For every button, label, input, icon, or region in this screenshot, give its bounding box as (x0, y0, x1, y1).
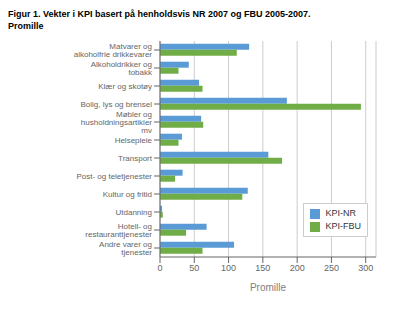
html-text:KPI-FBU: KPI-FBU (325, 221, 361, 231)
svg-text:Møbler oghusholdningsartiklerm: Møbler oghusholdningsartiklermv (81, 110, 152, 135)
svg-text:200: 200 (290, 263, 305, 273)
html-text:KPI-NR: KPI-NR (325, 208, 356, 218)
svg-text:250: 250 (324, 263, 339, 273)
svg-text:50: 50 (189, 263, 199, 273)
svg-text:0: 0 (157, 263, 162, 273)
svg-text:Post- og teletjenester: Post- og teletjenester (76, 172, 152, 181)
svg-text:Transport: Transport (118, 154, 153, 163)
svg-text:Bolig, lys og brensel: Bolig, lys og brensel (80, 100, 152, 109)
svg-text:Utdanning: Utdanning (116, 208, 152, 217)
svg-text:150: 150 (255, 263, 270, 273)
svg-text:300: 300 (358, 263, 373, 273)
svg-text:Promille: Promille (250, 282, 287, 293)
svg-text:100: 100 (221, 263, 236, 273)
svg-text:Matvarer ogalkoholfrie drikkev: Matvarer ogalkoholfrie drikkevarer (74, 42, 153, 59)
svg-text:Klær og skotøy: Klær og skotøy (98, 82, 152, 91)
svg-text:Alkoholdrikker ogtobakk: Alkoholdrikker ogtobakk (91, 60, 153, 77)
svg-text:Helsepleie: Helsepleie (115, 136, 153, 145)
svg-text:Kultur og fritid: Kultur og fritid (103, 190, 152, 199)
html-text:Promille: Promille (8, 21, 44, 31)
html-text:Figur 1. Vekter i KPI basert p: Figur 1. Vekter i KPI basert på henholds… (8, 9, 311, 19)
svg-text:Hotell- ogrestauranttjenester: Hotell- ogrestauranttjenester (85, 222, 152, 239)
svg-text:Andre varer ogtjenester: Andre varer ogtjenester (99, 240, 152, 257)
